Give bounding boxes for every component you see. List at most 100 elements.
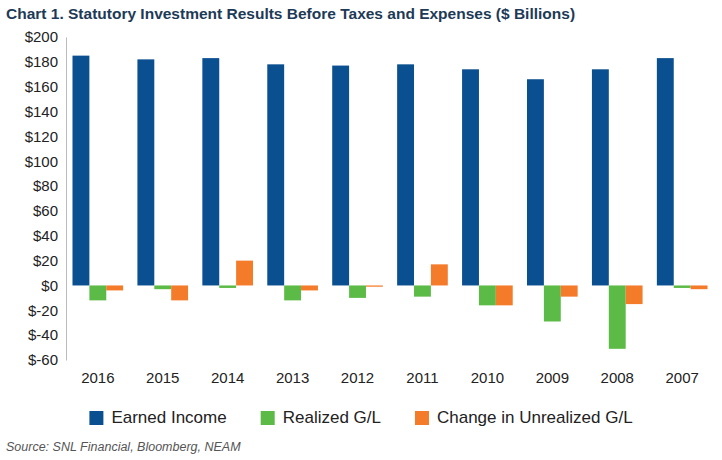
bar (137, 59, 154, 285)
y-tick: $60 (33, 202, 66, 219)
y-tick-label: $140 (25, 103, 58, 120)
legend-swatch (261, 411, 275, 425)
x-tick-label: 2011 (406, 369, 438, 386)
y-tick-label: $-40 (28, 326, 58, 343)
bar (171, 285, 188, 300)
y-tick: $140 (25, 103, 66, 120)
y-tick: $180 (25, 53, 66, 70)
bar (202, 58, 219, 285)
x-tick: 2016 (81, 360, 114, 386)
x-tick-label: 2013 (276, 369, 309, 386)
legend-swatch (89, 411, 103, 425)
y-tick-label: $0 (41, 277, 58, 294)
x-tick: 2008 (601, 360, 634, 386)
bar (72, 56, 89, 286)
bar (267, 64, 284, 285)
bars (72, 56, 707, 349)
x-tick-label: 2008 (601, 369, 634, 386)
y-tick-label: $-60 (28, 351, 58, 368)
bar (236, 261, 253, 286)
y-tick: $200 (25, 28, 66, 45)
x-tick-label: 2010 (471, 369, 504, 386)
y-tick: $40 (33, 227, 66, 244)
y-tick: $-40 (28, 326, 66, 343)
legend-label: Earned Income (111, 408, 226, 427)
legend-swatch (415, 411, 429, 425)
bar (609, 285, 626, 348)
source: Source: SNL Financial, Bloomberg, NEAM (6, 440, 241, 454)
legend-item: Change in Unrealized G/L (415, 408, 633, 427)
bar (431, 264, 448, 285)
x-tick-label: 2007 (665, 369, 698, 386)
y-tick-label: $160 (25, 78, 58, 95)
y-tick: $0 (41, 277, 66, 294)
y-tick-label: $100 (25, 153, 58, 170)
bar (332, 66, 349, 286)
x-axis-line (67, 360, 715, 361)
y-tick-label: $20 (33, 252, 58, 269)
bar (219, 285, 236, 287)
x-tick: 2015 (146, 360, 179, 386)
y-tick-label: $40 (33, 227, 58, 244)
legend-item: Realized G/L (261, 408, 381, 427)
bar (106, 285, 123, 290)
bar (397, 64, 414, 285)
y-axis-line (66, 38, 67, 361)
title: Chart 1. Statutory Investment Results Be… (6, 5, 575, 22)
x-tick: 2007 (665, 360, 698, 386)
series (72, 56, 673, 286)
x-tick-label: 2012 (341, 369, 374, 386)
y-tick: $20 (33, 252, 66, 269)
bar (544, 285, 561, 321)
bar (366, 285, 383, 286)
chart: Chart 1. Statutory Investment Results Be… (0, 0, 722, 460)
y-tick: $-20 (28, 302, 66, 319)
bar (479, 285, 496, 305)
y-tick: $120 (25, 128, 66, 145)
bar (527, 79, 544, 285)
bar (592, 69, 609, 285)
x-axis: 2016 2015 2014 2013 2012 2011 2010 2009 2008 2007 (67, 360, 715, 386)
bar (349, 285, 366, 297)
bar (301, 285, 318, 290)
y-tick-label: $-20 (28, 302, 58, 319)
x-tick-label: 2009 (536, 369, 569, 386)
y-tick-label: $200 (25, 28, 58, 45)
bar (657, 58, 674, 285)
bar (691, 285, 708, 289)
x-tick: 2013 (276, 360, 309, 386)
y-axis: $-60 $-40 $-20 $0 $20 $40 $60 $80 $100 $120 $140 $1… (25, 28, 67, 368)
x-tick-label: 2016 (81, 369, 114, 386)
x-tick: 2011 (406, 360, 438, 386)
bar (284, 285, 301, 300)
y-tick-label: $80 (33, 177, 58, 194)
y-tick-label: $60 (33, 202, 58, 219)
plot: $-60 $-40 $-20 $0 $20 $40 $60 $80 $100 $120 $140 $1… (25, 28, 715, 385)
bar (462, 69, 479, 285)
y-tick: $160 (25, 78, 66, 95)
bar (674, 285, 691, 287)
legend-label: Realized G/L (283, 408, 381, 427)
bar (154, 285, 171, 289)
x-tick: 2010 (471, 360, 504, 386)
bar (89, 285, 106, 300)
y-tick: $100 (25, 153, 66, 170)
y-tick: $-60 (28, 351, 66, 368)
bar (626, 285, 643, 304)
legend-label: Change in Unrealized G/L (437, 408, 633, 427)
x-tick: 2014 (211, 360, 244, 386)
y-tick-label: $180 (25, 53, 58, 70)
series (89, 285, 690, 348)
series (106, 261, 707, 306)
y-tick: $80 (33, 177, 66, 194)
x-tick-label: 2015 (146, 369, 179, 386)
x-tick-label: 2014 (211, 369, 244, 386)
legend: Earned Income Realized G/L Change in Unrea… (89, 408, 632, 427)
bar (561, 285, 578, 296)
x-tick: 2012 (341, 360, 374, 386)
y-tick-label: $120 (25, 128, 58, 145)
bar (496, 285, 513, 305)
legend-item: Earned Income (89, 408, 226, 427)
bar (414, 285, 431, 296)
x-tick: 2009 (536, 360, 569, 386)
